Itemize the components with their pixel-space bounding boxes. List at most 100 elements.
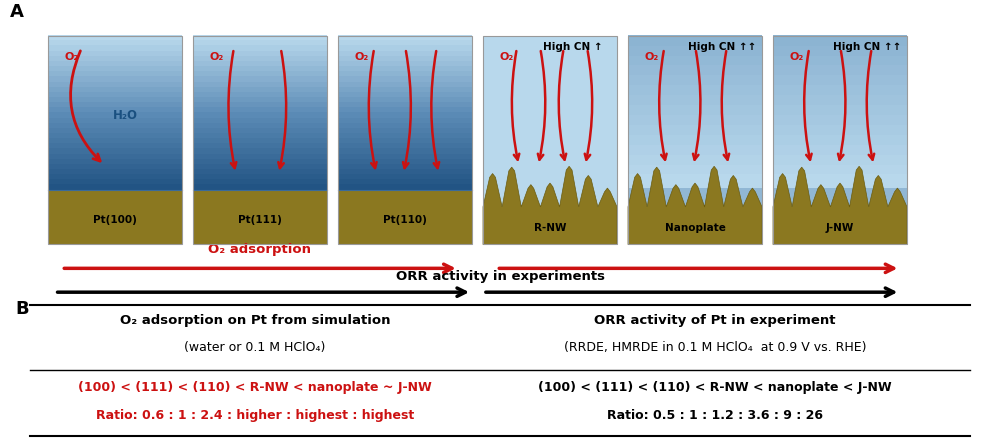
- Bar: [48, 107, 182, 113]
- Bar: [628, 114, 762, 125]
- Bar: [628, 65, 762, 75]
- Bar: [48, 71, 182, 77]
- Text: Pt(100): Pt(100): [93, 215, 137, 225]
- Bar: [338, 138, 472, 144]
- Bar: [628, 35, 762, 46]
- Bar: [193, 174, 327, 180]
- Bar: [193, 81, 327, 87]
- Bar: [338, 149, 472, 154]
- Text: (100) < (111) < (110) < R-NW < nanoplate < J-NW: (100) < (111) < (110) < R-NW < nanoplate…: [538, 381, 892, 394]
- Bar: [628, 154, 762, 165]
- Bar: [338, 179, 472, 185]
- Bar: [628, 55, 762, 65]
- Bar: [773, 65, 907, 75]
- Bar: [193, 92, 327, 97]
- Text: H₂O: H₂O: [113, 109, 138, 121]
- Bar: [628, 85, 762, 95]
- Text: ORR activity of Pt in experiment: ORR activity of Pt in experiment: [594, 314, 836, 327]
- Bar: [48, 149, 182, 154]
- Bar: [193, 87, 327, 93]
- Bar: [193, 77, 327, 82]
- Bar: [773, 35, 907, 46]
- Bar: [48, 87, 182, 93]
- Bar: [773, 188, 907, 210]
- Bar: [48, 77, 182, 82]
- Bar: [193, 113, 327, 118]
- Bar: [48, 40, 182, 46]
- Text: Pt(110): Pt(110): [383, 215, 427, 225]
- Bar: [338, 40, 472, 46]
- Bar: [48, 45, 182, 51]
- Bar: [48, 185, 182, 190]
- Bar: [193, 159, 327, 165]
- Bar: [193, 45, 327, 51]
- Bar: [48, 113, 182, 118]
- Bar: [193, 51, 327, 57]
- Bar: [48, 154, 182, 159]
- Bar: [193, 56, 327, 61]
- Bar: [48, 61, 182, 67]
- Bar: [628, 164, 762, 174]
- Bar: [338, 128, 472, 134]
- Bar: [48, 56, 182, 61]
- Bar: [48, 164, 182, 170]
- Text: O₂: O₂: [354, 53, 368, 62]
- Bar: [338, 190, 472, 244]
- Bar: [338, 45, 472, 51]
- Bar: [48, 51, 182, 57]
- Bar: [773, 124, 907, 135]
- Bar: [773, 164, 907, 174]
- Bar: [338, 61, 472, 67]
- Text: J-NW: J-NW: [826, 222, 854, 233]
- Bar: [193, 35, 327, 41]
- Text: (RRDE, HMRDE in 0.1 M HClO₄  at 0.9 V vs. RHE): (RRDE, HMRDE in 0.1 M HClO₄ at 0.9 V vs.…: [564, 341, 866, 354]
- Bar: [338, 133, 472, 139]
- Bar: [338, 169, 472, 175]
- Bar: [628, 95, 762, 105]
- Bar: [773, 45, 907, 56]
- Text: High CN ↑: High CN ↑: [543, 42, 603, 52]
- Bar: [773, 36, 907, 244]
- Bar: [48, 66, 182, 72]
- Text: Nanoplate: Nanoplate: [665, 222, 725, 233]
- Bar: [193, 179, 327, 185]
- Bar: [773, 85, 907, 95]
- Bar: [48, 174, 182, 180]
- Bar: [48, 128, 182, 134]
- Bar: [773, 144, 907, 155]
- Bar: [193, 102, 327, 108]
- Text: O₂: O₂: [64, 53, 78, 62]
- Bar: [48, 159, 182, 165]
- Bar: [628, 36, 762, 244]
- Bar: [773, 154, 907, 165]
- Bar: [338, 87, 472, 93]
- Bar: [773, 114, 907, 125]
- Bar: [338, 56, 472, 61]
- Bar: [193, 117, 327, 123]
- Bar: [193, 133, 327, 139]
- Bar: [48, 35, 182, 41]
- Text: B: B: [15, 300, 29, 318]
- Text: O₂: O₂: [209, 53, 223, 62]
- Bar: [193, 66, 327, 72]
- Text: O₂ adsorption: O₂ adsorption: [208, 243, 312, 256]
- Bar: [338, 123, 472, 129]
- Text: Ratio: 0.6 : 1 : 2.4 : higher : highest : highest: Ratio: 0.6 : 1 : 2.4 : higher : highest …: [96, 409, 414, 422]
- Bar: [193, 123, 327, 129]
- Bar: [193, 190, 327, 244]
- Polygon shape: [773, 166, 907, 244]
- Text: High CN ↑↑: High CN ↑↑: [833, 42, 902, 52]
- Bar: [773, 75, 907, 85]
- Bar: [773, 134, 907, 145]
- Bar: [338, 35, 472, 41]
- Text: R-NW: R-NW: [534, 222, 566, 233]
- Bar: [48, 190, 182, 244]
- Text: Ratio: 0.5 : 1 : 1.2 : 3.6 : 9 : 26: Ratio: 0.5 : 1 : 1.2 : 3.6 : 9 : 26: [607, 409, 823, 422]
- Bar: [338, 77, 472, 82]
- Bar: [193, 71, 327, 77]
- Bar: [628, 174, 762, 184]
- Polygon shape: [483, 166, 617, 244]
- Bar: [338, 36, 472, 244]
- Bar: [193, 107, 327, 113]
- Text: O₂: O₂: [644, 53, 658, 62]
